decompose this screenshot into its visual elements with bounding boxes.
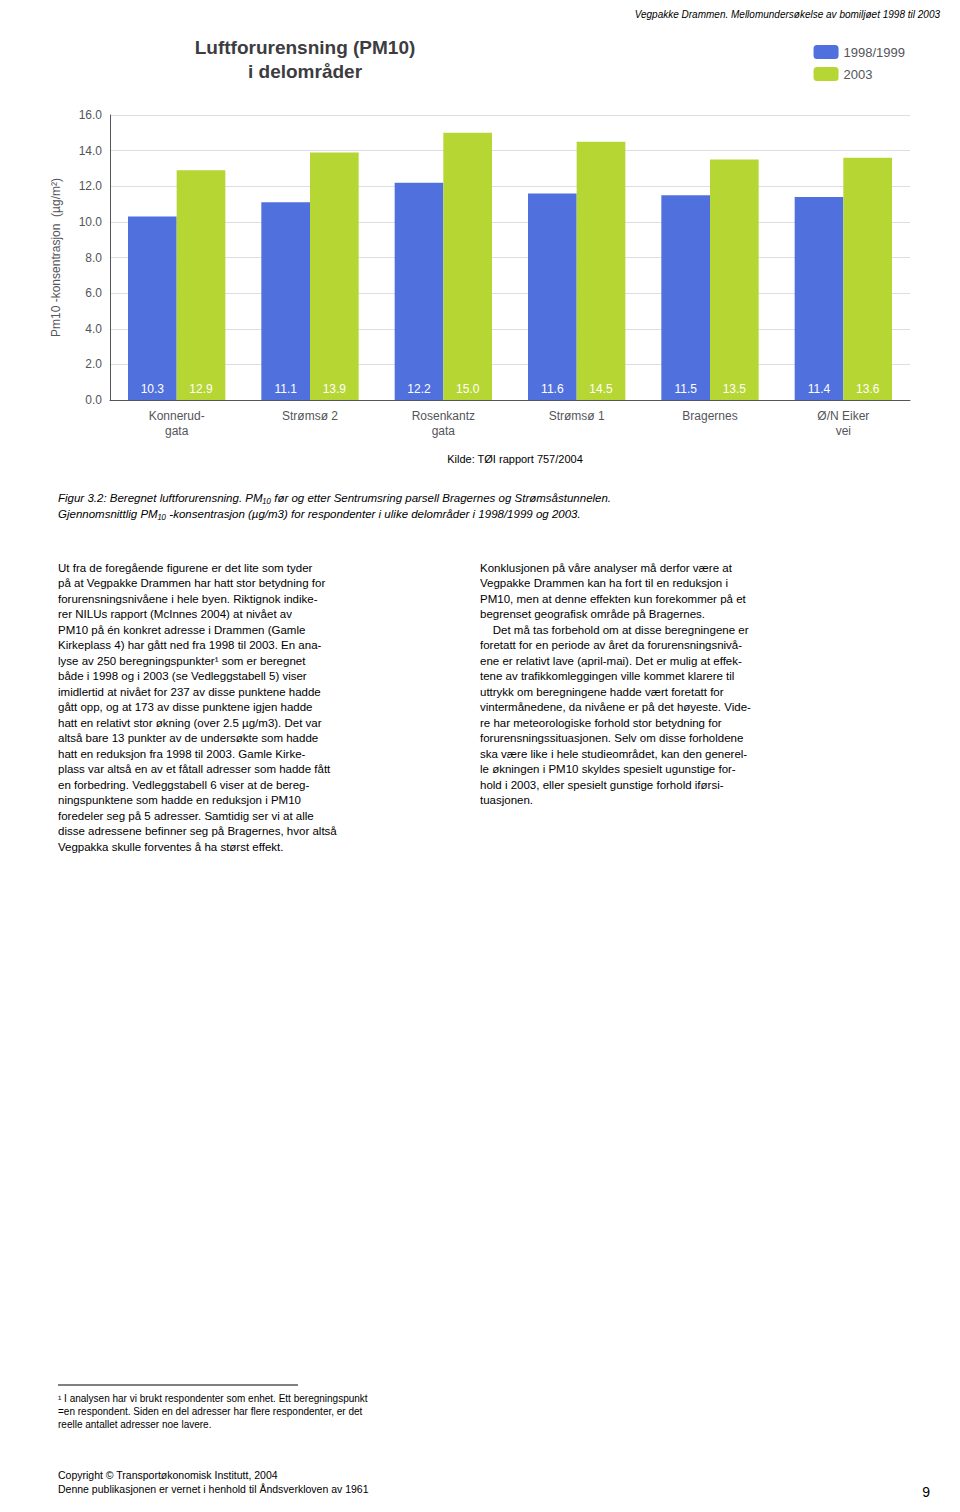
svg-text:le økningen i PM10 skyldes spe: le økningen i PM10 skyldes spesielt ugun… — [480, 763, 736, 775]
svg-text:Konklusjonen på våre analyser: Konklusjonen på våre analyser må derfor … — [480, 562, 733, 574]
svg-text:Ø/N Eiker: Ø/N Eiker — [817, 409, 869, 423]
svg-text:re har meteorologiske forhold: re har meteorologiske forhold stor betyd… — [480, 717, 722, 729]
svg-text:plass var altså en av et fåtal: plass var altså en av et fåtall adresser… — [58, 763, 331, 775]
svg-text:en forbedring. Vedleggstabell: en forbedring. Vedleggstabell 6 viser at… — [58, 779, 309, 791]
svg-text:forurensningssituasjonen. Selv: forurensningssituasjonen. Selv om disse … — [480, 732, 743, 744]
svg-text:0.0: 0.0 — [85, 393, 102, 407]
svg-text:tene av trafikkomleggingen vil: tene av trafikkomleggingen ville kommet … — [480, 670, 734, 682]
svg-text:Gjennomsnittlig PM₁₀ -konsentr: Gjennomsnittlig PM₁₀ -konsentrasjon (µg/… — [58, 508, 581, 520]
svg-text:rer NILUs rapport (McInnes 200: rer NILUs rapport (McInnes 2004) at nivå… — [58, 608, 292, 620]
svg-text:8.0: 8.0 — [85, 251, 102, 265]
svg-text:uttrykk om beregningene hadde: uttrykk om beregningene hadde vært foret… — [480, 686, 724, 698]
svg-text:Kilde: TØI rapport 757/2004: Kilde: TØI rapport 757/2004 — [447, 453, 583, 465]
svg-text:Copyright © Transportøkonomisk: Copyright © Transportøkonomisk Institutt… — [58, 1469, 278, 1481]
svg-text:11.1: 11.1 — [274, 382, 297, 396]
svg-text:10.0: 10.0 — [79, 215, 103, 229]
svg-text:forurensningsnivåene i hele by: forurensningsnivåene i hele byen. Riktig… — [58, 593, 318, 605]
svg-text:PM10 på én konkret adresse i D: PM10 på én konkret adresse i Drammen (Ga… — [58, 624, 305, 636]
svg-text:Konnerud-: Konnerud- — [149, 409, 205, 423]
svg-text:9: 9 — [922, 1484, 930, 1500]
svg-text:gått opp, og at 173 av disse p: gått opp, og at 173 av disse punktene ig… — [58, 701, 312, 713]
svg-text:gata: gata — [432, 424, 456, 438]
svg-text:vintermånedene, da nivåene er: vintermånedene, da nivåene er på det høy… — [480, 701, 751, 713]
svg-text:vei: vei — [836, 424, 851, 438]
svg-text:Vegpakke Drammen kan ha fort t: Vegpakke Drammen kan ha fort til en redu… — [480, 577, 728, 589]
svg-text:Vegpakka skulle forventes å ha: Vegpakka skulle forventes å ha størst ef… — [58, 841, 283, 853]
svg-text:foredeler seg på 5 adresser. S: foredeler seg på 5 adresser. Samtidig se… — [58, 810, 314, 822]
svg-text:Figur 3.2: Beregnet luftforure: Figur 3.2: Beregnet luftforurensning. PM… — [58, 492, 611, 504]
svg-text:Denne publikasjonen er vernet: Denne publikasjonen er vernet i henhold … — [58, 1483, 369, 1495]
svg-text:16.0: 16.0 — [79, 108, 103, 122]
svg-text:=en respondent. Siden en del a: =en respondent. Siden en del adresser ha… — [58, 1406, 363, 1417]
svg-text:lyse av 250 beregningspunkter¹: lyse av 250 beregningspunkter¹ som er be… — [58, 655, 306, 667]
svg-text:11.5: 11.5 — [674, 382, 697, 396]
svg-text:begrenset geografisk område på: begrenset geografisk område på Bragernes… — [480, 608, 705, 620]
svg-text:10.3: 10.3 — [141, 382, 165, 396]
svg-text:PM10, men at denne effekten ku: PM10, men at denne effekten kun forekomm… — [480, 593, 747, 605]
svg-text:på at Vegpakke Drammen har hat: på at Vegpakke Drammen har hatt stor bet… — [58, 577, 325, 589]
svg-text:13.9: 13.9 — [323, 382, 347, 396]
svg-text:Pm10 -konsentrasjon (µg/m²): Pm10 -konsentrasjon (µg/m²) — [49, 178, 63, 337]
svg-text:hatt en relativt stor økning (: hatt en relativt stor økning (over 2.5 µ… — [58, 717, 322, 729]
svg-text:12.2: 12.2 — [407, 382, 431, 396]
svg-text:reelle antallet adresser noe l: reelle antallet adresser noe lavere. — [58, 1419, 211, 1430]
svg-text:11.6: 11.6 — [541, 382, 564, 396]
svg-text:Strømsø 1: Strømsø 1 — [549, 409, 605, 423]
svg-text:2003: 2003 — [844, 67, 873, 82]
svg-text:12.0: 12.0 — [79, 179, 103, 193]
svg-text:13.6: 13.6 — [856, 382, 880, 396]
svg-text:2.0: 2.0 — [85, 357, 102, 371]
svg-text:Bragernes: Bragernes — [682, 409, 737, 423]
svg-text:hold i 2003, eller spesielt gu: hold i 2003, eller spesielt gunstige for… — [480, 779, 724, 791]
svg-text:gata: gata — [165, 424, 189, 438]
svg-text:12.9: 12.9 — [189, 382, 213, 396]
svg-text:15.0: 15.0 — [456, 382, 480, 396]
svg-text:Vegpakke Drammen. Mellomunders: Vegpakke Drammen. Mellomundersøkelse av … — [635, 9, 941, 20]
svg-text:hatt en reduksjon fra 1998 til: hatt en reduksjon fra 1998 til 2003. Gam… — [58, 748, 306, 760]
svg-text:11.4: 11.4 — [808, 382, 831, 396]
svg-text:¹ I analysen har vi brukt resp: ¹ I analysen har vi brukt respondenter s… — [58, 1393, 368, 1404]
svg-text:ska være like i hele studieomr: ska være like i hele studieområdet, kan … — [480, 748, 747, 760]
svg-text:Luftforurensning (PM10): Luftforurensning (PM10) — [195, 37, 416, 58]
svg-text:imidlertid at nivået for 237 a: imidlertid at nivået for 237 av disse pu… — [58, 686, 321, 698]
svg-text:14.0: 14.0 — [79, 144, 103, 158]
svg-text:Rosenkantz: Rosenkantz — [412, 409, 475, 423]
svg-text:14.5: 14.5 — [589, 382, 613, 396]
svg-text:altså bare 13 punkter av de un: altså bare 13 punkter av de undersøkte s… — [58, 732, 318, 744]
svg-text:4.0: 4.0 — [85, 322, 102, 336]
svg-text:1998/1999: 1998/1999 — [844, 45, 905, 60]
svg-text:6.0: 6.0 — [85, 286, 102, 300]
svg-text:Det må tas forbehold om at dis: Det må tas forbehold om at disse beregni… — [480, 624, 749, 636]
svg-text:ene er relativt lave (april-ma: ene er relativt lave (april-mai). Det er… — [480, 655, 742, 667]
svg-text:disse adressene befinner seg p: disse adressene befinner seg på Bragerne… — [58, 825, 337, 837]
svg-text:Kirkeplass 4) har gått ned fra: Kirkeplass 4) har gått ned fra 1998 til … — [58, 639, 322, 651]
svg-text:ningspunktene som hadde en red: ningspunktene som hadde en reduksjon i P… — [58, 794, 301, 806]
svg-text:13.5: 13.5 — [723, 382, 747, 396]
svg-text:både i 1998 og i 2003 (se Vedl: både i 1998 og i 2003 (se Vedleggstabell… — [58, 670, 307, 682]
svg-text:tuasjonen.: tuasjonen. — [480, 794, 533, 806]
svg-text:Ut fra de foregående figurene: Ut fra de foregående figurene er det lit… — [58, 562, 313, 574]
svg-text:Strømsø 2: Strømsø 2 — [282, 409, 338, 423]
svg-text:foretatt for en periode av åre: foretatt for en periode av året da forur… — [480, 639, 742, 651]
svg-text:i delområder: i delområder — [248, 61, 363, 82]
